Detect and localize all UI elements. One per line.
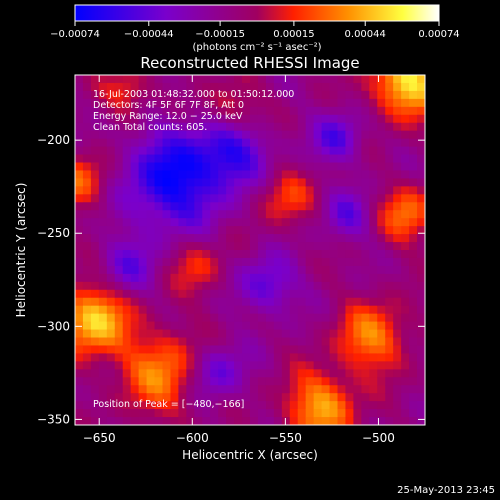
x-tick-label: −500 <box>362 431 395 445</box>
heatmap-plot-area <box>75 75 425 425</box>
colorbar-tick-label: −0.00015 <box>195 29 245 40</box>
x-tick-label: −550 <box>269 431 302 445</box>
y-tick-label: −300 <box>37 319 70 333</box>
y-axis-label: Heliocentric Y (arcsec) <box>14 183 28 318</box>
annotation-detectors: Detectors: 4F 5F 6F 7F 8F, Att 0 <box>93 100 244 111</box>
colorbar <box>74 4 440 22</box>
y-tick-label: −200 <box>37 133 70 147</box>
annotation-energy: Energy Range: 12.0 − 25.0 keV <box>93 111 243 122</box>
x-axis-label: Heliocentric X (arcsec) <box>182 448 318 462</box>
x-tick-label: −600 <box>176 431 209 445</box>
annotation-clean: Clean Total counts: 605. <box>93 122 207 133</box>
annotation-time: 16-Jul-2003 01:48:32.000 to 01:50:12.000 <box>93 89 294 100</box>
colorbar-tick-label: 0.00044 <box>345 29 386 40</box>
annotation-peak-position: Position of Peak = [−480,−166] <box>93 399 244 410</box>
footer-timestamp: 25-May-2013 23:45 <box>397 485 495 496</box>
colorbar-unit-label: (photons cm⁻² s⁻¹ asec⁻²) <box>192 42 321 53</box>
colorbar-tick-label: 0.00015 <box>273 29 314 40</box>
y-tick-label: −350 <box>37 412 70 426</box>
y-tick-label: −250 <box>37 226 70 240</box>
plot-frame <box>74 74 426 426</box>
chart-title: Reconstructed RHESSI Image <box>140 54 359 72</box>
colorbar-tick-label: 0.00074 <box>418 29 459 40</box>
x-tick-label: −650 <box>83 431 116 445</box>
colorbar-tick-label: −0.00074 <box>50 29 100 40</box>
colorbar-tick-label: −0.00044 <box>124 29 174 40</box>
colorbar-ticks: −0.00074 −0.00044 −0.00015 0.00015 0.00044 0.… <box>50 21 460 40</box>
